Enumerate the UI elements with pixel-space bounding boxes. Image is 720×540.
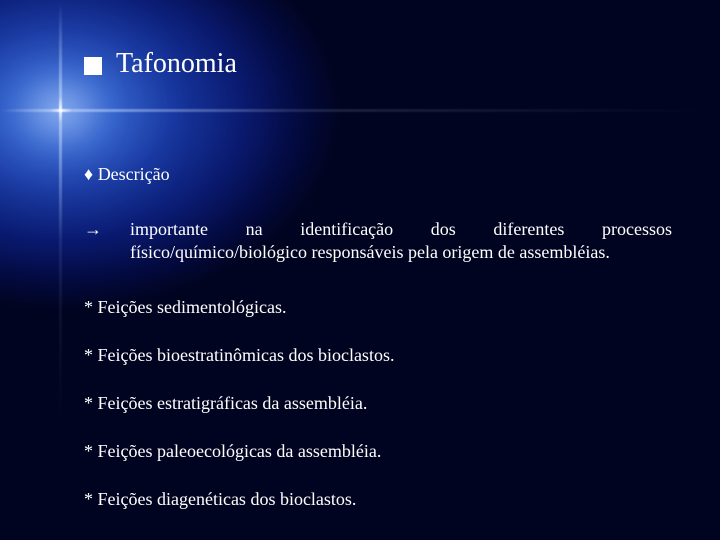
bullet-item-2: * Feições bioestratinômicas dos bioclast… [84, 344, 394, 367]
diamond-bullet-icon: ♦ [84, 164, 93, 184]
bullet-item-1: * Feições sedimentológicas. [84, 296, 286, 319]
bullet-item-5: * Feições diagenéticas dos bioclastos. [84, 488, 356, 511]
slide-title: Tafonomia [116, 48, 237, 80]
arrow-text: importante na identificação dos diferent… [130, 218, 672, 265]
title-row: Tafonomia [84, 48, 237, 80]
arrow-icon: → [84, 218, 130, 241]
square-bullet-icon [84, 57, 102, 75]
subheading-label: Descrição [98, 164, 170, 184]
slide-content: Tafonomia ♦ Descrição → importante na id… [0, 0, 720, 540]
arrow-paragraph: → importante na identificação dos difere… [84, 218, 672, 265]
bullet-item-3: * Feições estratigráficas da assembléia. [84, 392, 367, 415]
subheading-descricao: ♦ Descrição [84, 163, 170, 186]
bullet-item-4: * Feições paleoecológicas da assembléia. [84, 440, 381, 463]
